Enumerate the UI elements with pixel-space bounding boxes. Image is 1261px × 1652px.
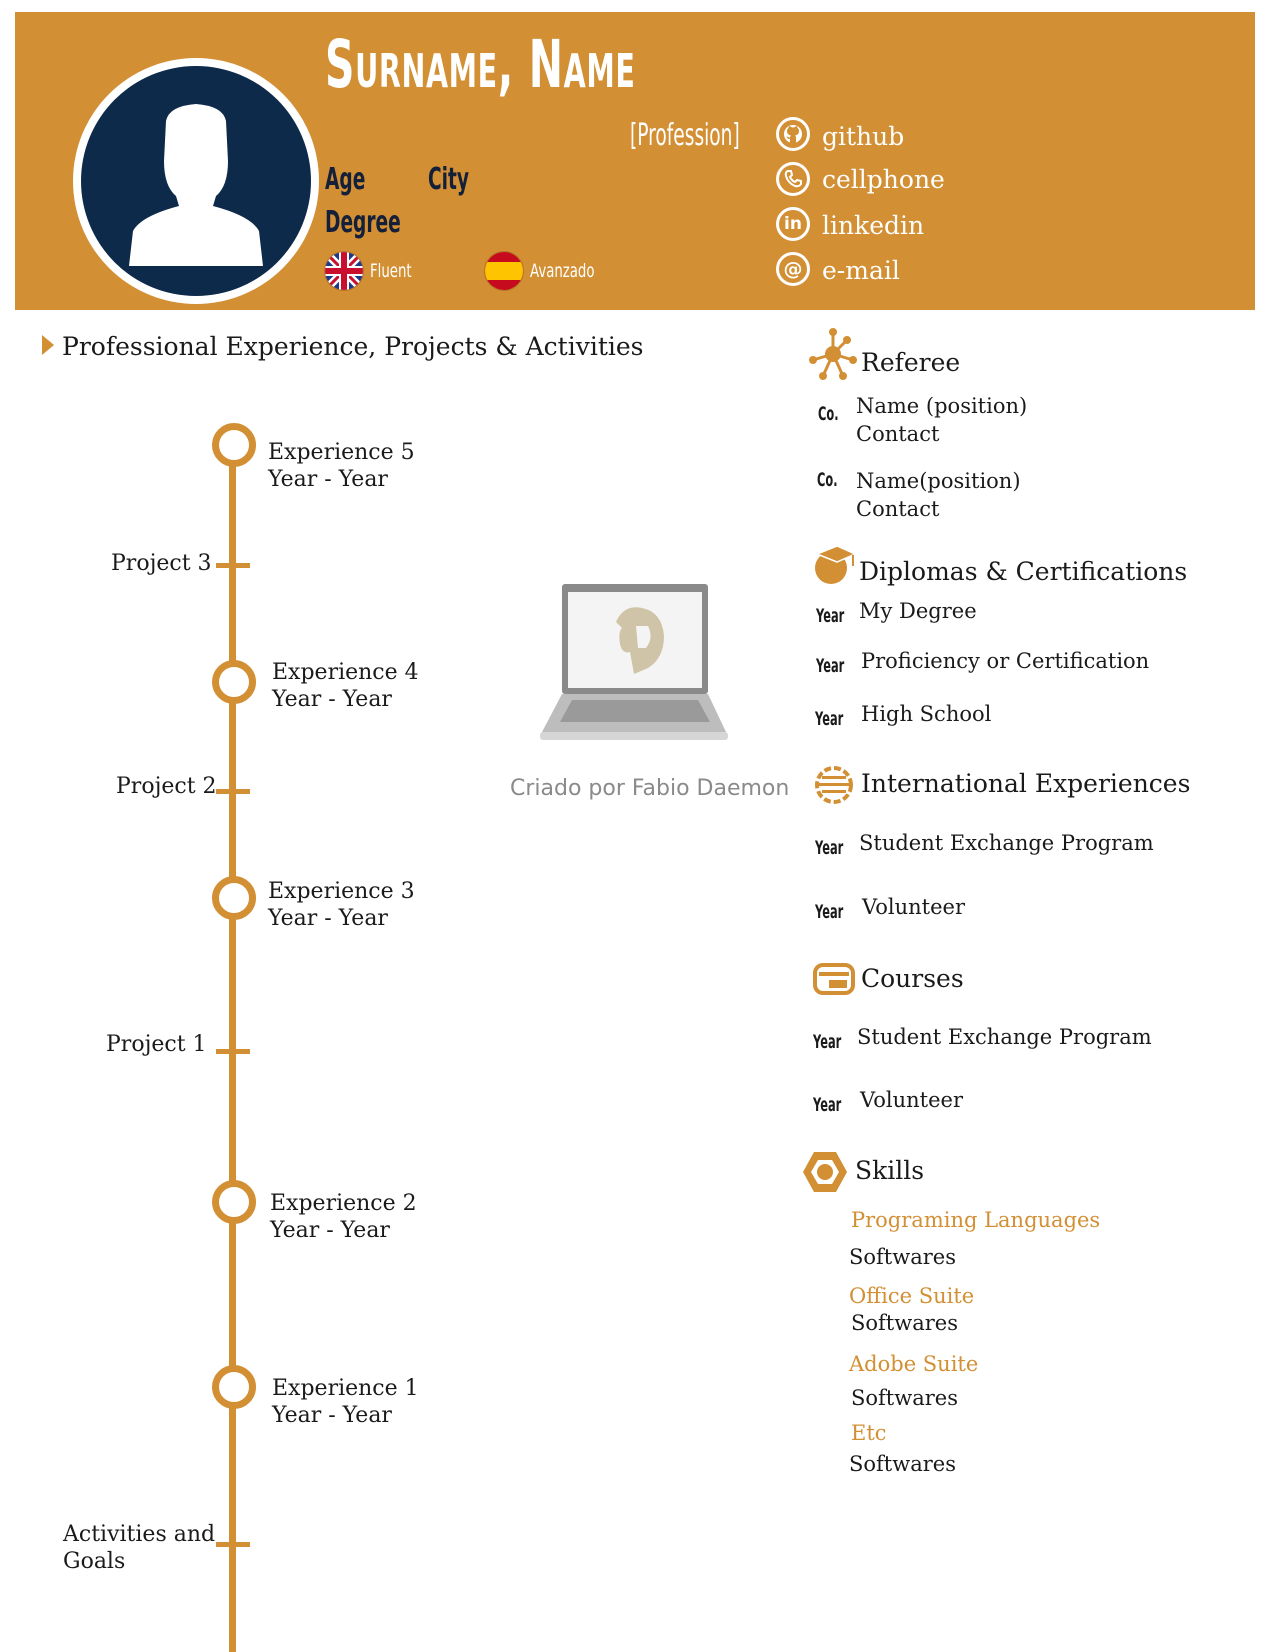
referee-contact: Contact [856, 422, 940, 446]
section-title-referee: Referee [861, 348, 961, 377]
experience-dates: Year - Year [272, 687, 392, 712]
experience-entry: Experience 1 Year - Year [272, 1375, 419, 1429]
skill-category: Office Suite [849, 1284, 975, 1308]
international-item: Volunteer [862, 895, 965, 919]
timeline-node [212, 1180, 256, 1224]
experience-dates: Year - Year [268, 906, 388, 931]
timeline-tick [216, 563, 250, 568]
diploma-item: Proficiency or Certification [861, 649, 1150, 673]
diploma-item: My Degree [859, 599, 977, 623]
skill-value: Softwares [851, 1386, 958, 1410]
timeline-tick [216, 1049, 250, 1054]
skill-value: Softwares [849, 1452, 956, 1476]
experience-dates: Year - Year [272, 1403, 392, 1428]
degree-label: Degree [325, 205, 401, 240]
year-label: Year [815, 708, 844, 730]
referee-name: Name (position) [856, 394, 1028, 418]
github-icon[interactable] [776, 117, 810, 151]
network-icon [809, 328, 857, 380]
referee-prefix: Co. [817, 469, 838, 491]
graduation-cap-icon [814, 546, 855, 584]
skill-category: Etc [851, 1421, 887, 1445]
person-silhouette-icon [129, 104, 263, 266]
referee-contact: Contact [856, 497, 940, 521]
experience-entry: Experience 3 Year - Year [268, 878, 415, 932]
section-title-courses: Courses [861, 964, 964, 993]
watermark-caption: Criado por Fabio Daemon [510, 776, 790, 801]
section-title-experience: Professional Experience, Projects & Acti… [62, 332, 644, 361]
project-label: Project 1 [106, 1032, 207, 1057]
timeline-tick [216, 789, 250, 794]
timeline-tick [216, 1542, 250, 1547]
person-name: Surname, Name [325, 26, 636, 103]
experience-dates: Year - Year [268, 467, 388, 492]
year-label: Year [815, 901, 844, 923]
profession: [Profession] [630, 118, 740, 153]
experience-entry: Experience 5 Year - Year [268, 439, 415, 493]
spanish-level: Avanzado [530, 260, 595, 282]
project-label: Project 2 [116, 774, 217, 799]
phone-icon[interactable] [776, 162, 810, 196]
english-level: Fluent [370, 260, 412, 282]
github-link[interactable]: github [822, 122, 905, 151]
year-label: Year [815, 837, 844, 859]
year-label: Year [813, 1094, 842, 1116]
profile-photo-frame [73, 58, 319, 304]
caret-right-icon [42, 335, 54, 355]
international-item: Student Exchange Program [859, 831, 1154, 855]
globe-icon [815, 766, 853, 804]
year-label: Year [813, 1031, 842, 1053]
laptop-logo-icon [540, 584, 728, 740]
header-banner [15, 12, 1255, 310]
linkedin-icon[interactable]: in [776, 207, 810, 241]
course-item: Volunteer [860, 1088, 963, 1112]
experience-title: Experience 4 [272, 660, 419, 685]
timeline-node [212, 660, 256, 704]
city-label: City [428, 162, 470, 197]
referee-prefix: Co. [818, 403, 839, 425]
linkedin-link[interactable]: linkedin [822, 211, 925, 240]
project-label: Project 3 [111, 551, 212, 576]
course-item: Student Exchange Program [857, 1025, 1152, 1049]
diploma-item: High School [861, 702, 992, 726]
timeline-node [212, 1365, 256, 1409]
timeline-node [212, 423, 256, 467]
age-label: Age [325, 162, 366, 197]
uk-flag-icon [324, 251, 364, 291]
experience-title: Experience 3 [268, 879, 415, 904]
spain-flag-icon [484, 251, 524, 291]
email-icon[interactable]: @ [776, 252, 810, 286]
experience-title: Experience 2 [270, 1191, 417, 1216]
experience-entry: Experience 4 Year - Year [272, 659, 419, 713]
timeline-line [229, 440, 236, 1652]
year-label: Year [816, 605, 845, 627]
hexagon-nut-icon [803, 1152, 847, 1192]
skill-value: Softwares [849, 1245, 956, 1269]
email-link[interactable]: e-mail [822, 256, 900, 285]
skill-value: Softwares [851, 1311, 958, 1335]
section-title-skills: Skills [855, 1156, 925, 1185]
experience-entry: Experience 2 Year - Year [270, 1190, 417, 1244]
referee-name: Name(position) [856, 469, 1021, 493]
experience-title: Experience 1 [272, 1376, 419, 1401]
experience-dates: Year - Year [270, 1218, 390, 1243]
skill-category: Programing Languages [851, 1208, 1101, 1232]
section-title-diplomas: Diplomas & Certifications [859, 557, 1188, 586]
section-title-international: International Experiences [861, 769, 1191, 798]
avatar [81, 66, 311, 296]
cellphone-link[interactable]: cellphone [822, 165, 945, 194]
skill-category: Adobe Suite [849, 1352, 979, 1376]
timeline-node [212, 876, 256, 920]
year-label: Year [816, 655, 845, 677]
activities-label: Activities and Goals [63, 1522, 216, 1574]
experience-title: Experience 5 [268, 440, 415, 465]
courses-icon [813, 963, 855, 995]
